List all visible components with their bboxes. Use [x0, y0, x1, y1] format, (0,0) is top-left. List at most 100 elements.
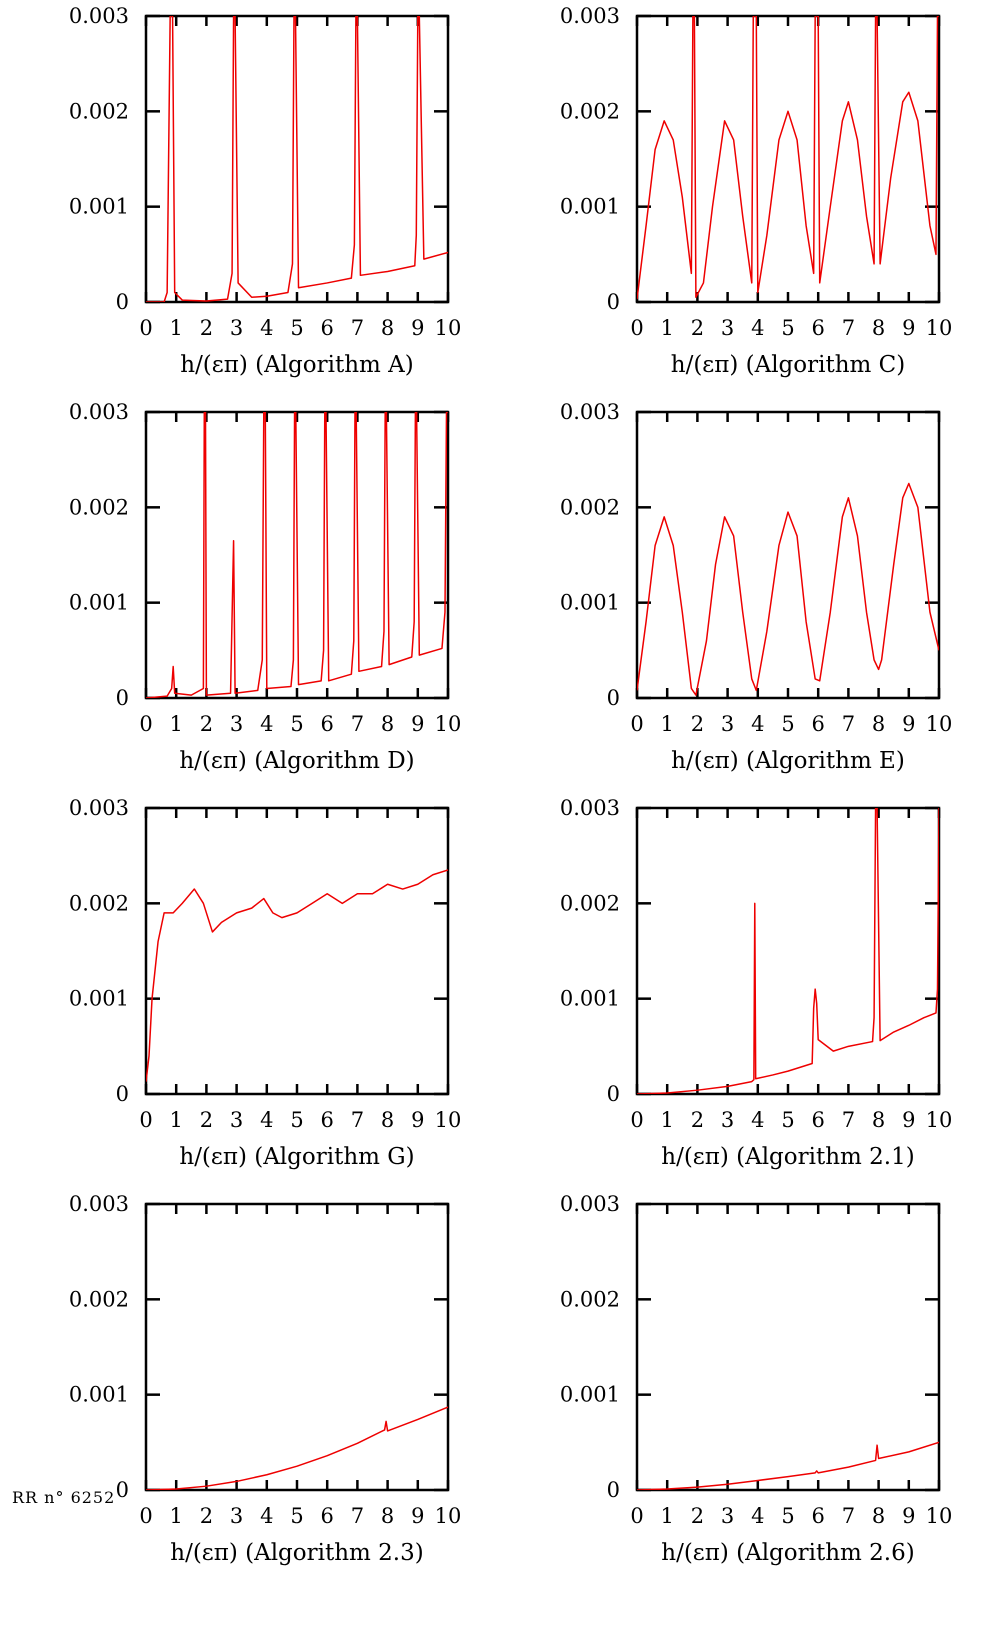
x-tick-label: 1 — [170, 316, 183, 340]
y-tick-label: 0.003 — [560, 796, 620, 820]
x-tick-label: 8 — [381, 712, 394, 736]
x-tick-label: 7 — [351, 1108, 364, 1132]
y-tick-label: 0.001 — [69, 1383, 129, 1407]
x-tick-label: 9 — [411, 1108, 424, 1132]
plot-frame — [144, 806, 450, 1096]
x-tick-label: 5 — [781, 1108, 794, 1132]
y-tick-label: 0 — [607, 686, 620, 710]
plot-frame — [635, 806, 941, 1096]
x-tick-label: 0 — [139, 1108, 152, 1132]
x-tick-label: 6 — [321, 712, 334, 736]
x-tick-label: 0 — [630, 1108, 643, 1132]
y-tick-label: 0.001 — [69, 591, 129, 615]
x-tick-label: 9 — [902, 316, 915, 340]
x-tick-label: 3 — [721, 712, 734, 736]
x-tick-label: 1 — [661, 316, 674, 340]
x-tick-label: 5 — [290, 712, 303, 736]
series-line — [146, 1406, 448, 1490]
x-tick-label: 9 — [411, 1504, 424, 1528]
y-tick-label: 0.002 — [560, 99, 620, 123]
y-tick-label: 0 — [116, 1082, 129, 1106]
x-axis-label: h/(επ) (Algorithm E) — [671, 748, 905, 774]
x-tick-label: 5 — [290, 316, 303, 340]
x-tick-label: 4 — [260, 316, 273, 340]
x-tick-label: 9 — [411, 316, 424, 340]
x-tick-label: 3 — [721, 1108, 734, 1132]
x-axis-label: h/(επ) (Algorithm 2.1) — [661, 1144, 914, 1170]
x-tick-label: 4 — [751, 1108, 764, 1132]
x-tick-label: 8 — [381, 1108, 394, 1132]
x-tick-label: 6 — [812, 1504, 825, 1528]
y-tick-label: 0.003 — [69, 1192, 129, 1216]
x-tick-label: 3 — [230, 712, 243, 736]
x-tick-label: 8 — [872, 712, 885, 736]
x-tick-label: 10 — [926, 1108, 953, 1132]
x-tick-label: 7 — [842, 712, 855, 736]
x-tick-label: 4 — [260, 1108, 273, 1132]
x-tick-label: 7 — [842, 1108, 855, 1132]
x-tick-label: 5 — [781, 316, 794, 340]
y-tick-label: 0.001 — [560, 987, 620, 1011]
series-line — [146, 412, 448, 698]
x-tick-label: 0 — [139, 316, 152, 340]
series-line — [637, 808, 939, 1094]
y-tick-label: 0.002 — [560, 891, 620, 915]
x-tick-label: 10 — [435, 712, 462, 736]
x-tick-label: 0 — [630, 712, 643, 736]
y-tick-label: 0.002 — [69, 495, 129, 519]
x-tick-label: 0 — [630, 316, 643, 340]
x-tick-label: 1 — [170, 712, 183, 736]
x-tick-label: 4 — [751, 712, 764, 736]
x-tick-label: 2 — [200, 1108, 213, 1132]
y-tick-label: 0.001 — [560, 1383, 620, 1407]
x-tick-label: 10 — [926, 1504, 953, 1528]
series-line — [146, 869, 448, 1082]
x-tick-label: 8 — [381, 1504, 394, 1528]
x-tick-label: 2 — [691, 1108, 704, 1132]
x-tick-label: 0 — [139, 712, 152, 736]
x-tick-label: 1 — [170, 1108, 183, 1132]
x-tick-label: 9 — [902, 712, 915, 736]
x-axis-label: h/(επ) (Algorithm C) — [671, 352, 905, 378]
x-tick-label: 7 — [842, 1504, 855, 1528]
report-number: RR n° 6252 — [12, 1488, 116, 1507]
x-tick-label: 7 — [351, 712, 364, 736]
x-tick-label: 3 — [721, 316, 734, 340]
x-tick-label: 5 — [781, 712, 794, 736]
x-tick-label: 4 — [751, 1504, 764, 1528]
x-tick-label: 2 — [200, 1504, 213, 1528]
x-tick-label: 9 — [411, 712, 424, 736]
x-tick-label: 10 — [926, 712, 953, 736]
y-tick-label: 0.003 — [560, 1192, 620, 1216]
x-axis-label: h/(επ) (Algorithm D) — [179, 748, 414, 774]
x-tick-label: 9 — [902, 1504, 915, 1528]
y-tick-label: 0 — [607, 1478, 620, 1502]
x-tick-label: 4 — [260, 712, 273, 736]
x-tick-label: 7 — [351, 1504, 364, 1528]
y-tick-label: 0.003 — [560, 4, 620, 28]
x-tick-label: 0 — [139, 1504, 152, 1528]
x-tick-label: 5 — [290, 1108, 303, 1132]
plot-frame — [635, 410, 941, 700]
y-tick-label: 0 — [607, 290, 620, 314]
y-tick-label: 0.001 — [560, 591, 620, 615]
x-tick-label: 6 — [321, 1504, 334, 1528]
y-tick-label: 0.003 — [69, 400, 129, 424]
x-tick-label: 6 — [812, 1108, 825, 1132]
x-tick-label: 5 — [290, 1504, 303, 1528]
x-tick-label: 10 — [435, 1108, 462, 1132]
x-tick-label: 6 — [812, 316, 825, 340]
y-tick-label: 0.002 — [560, 495, 620, 519]
y-tick-label: 0 — [116, 290, 129, 314]
plot-frame — [635, 1202, 941, 1492]
x-tick-label: 4 — [260, 1504, 273, 1528]
x-tick-label: 1 — [170, 1504, 183, 1528]
x-tick-label: 9 — [902, 1108, 915, 1132]
